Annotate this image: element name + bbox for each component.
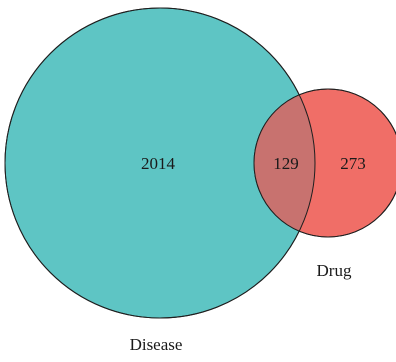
- drug-label: Drug: [317, 261, 352, 280]
- disease-only-count: 2014: [141, 154, 176, 173]
- overlap-region: [254, 89, 315, 237]
- drug-only-count: 273: [340, 154, 366, 173]
- disease-outline: [4, 7, 316, 319]
- disease-label: Disease: [130, 335, 183, 354]
- intersection-count: 129: [273, 154, 299, 173]
- drug-outline: [253, 88, 396, 238]
